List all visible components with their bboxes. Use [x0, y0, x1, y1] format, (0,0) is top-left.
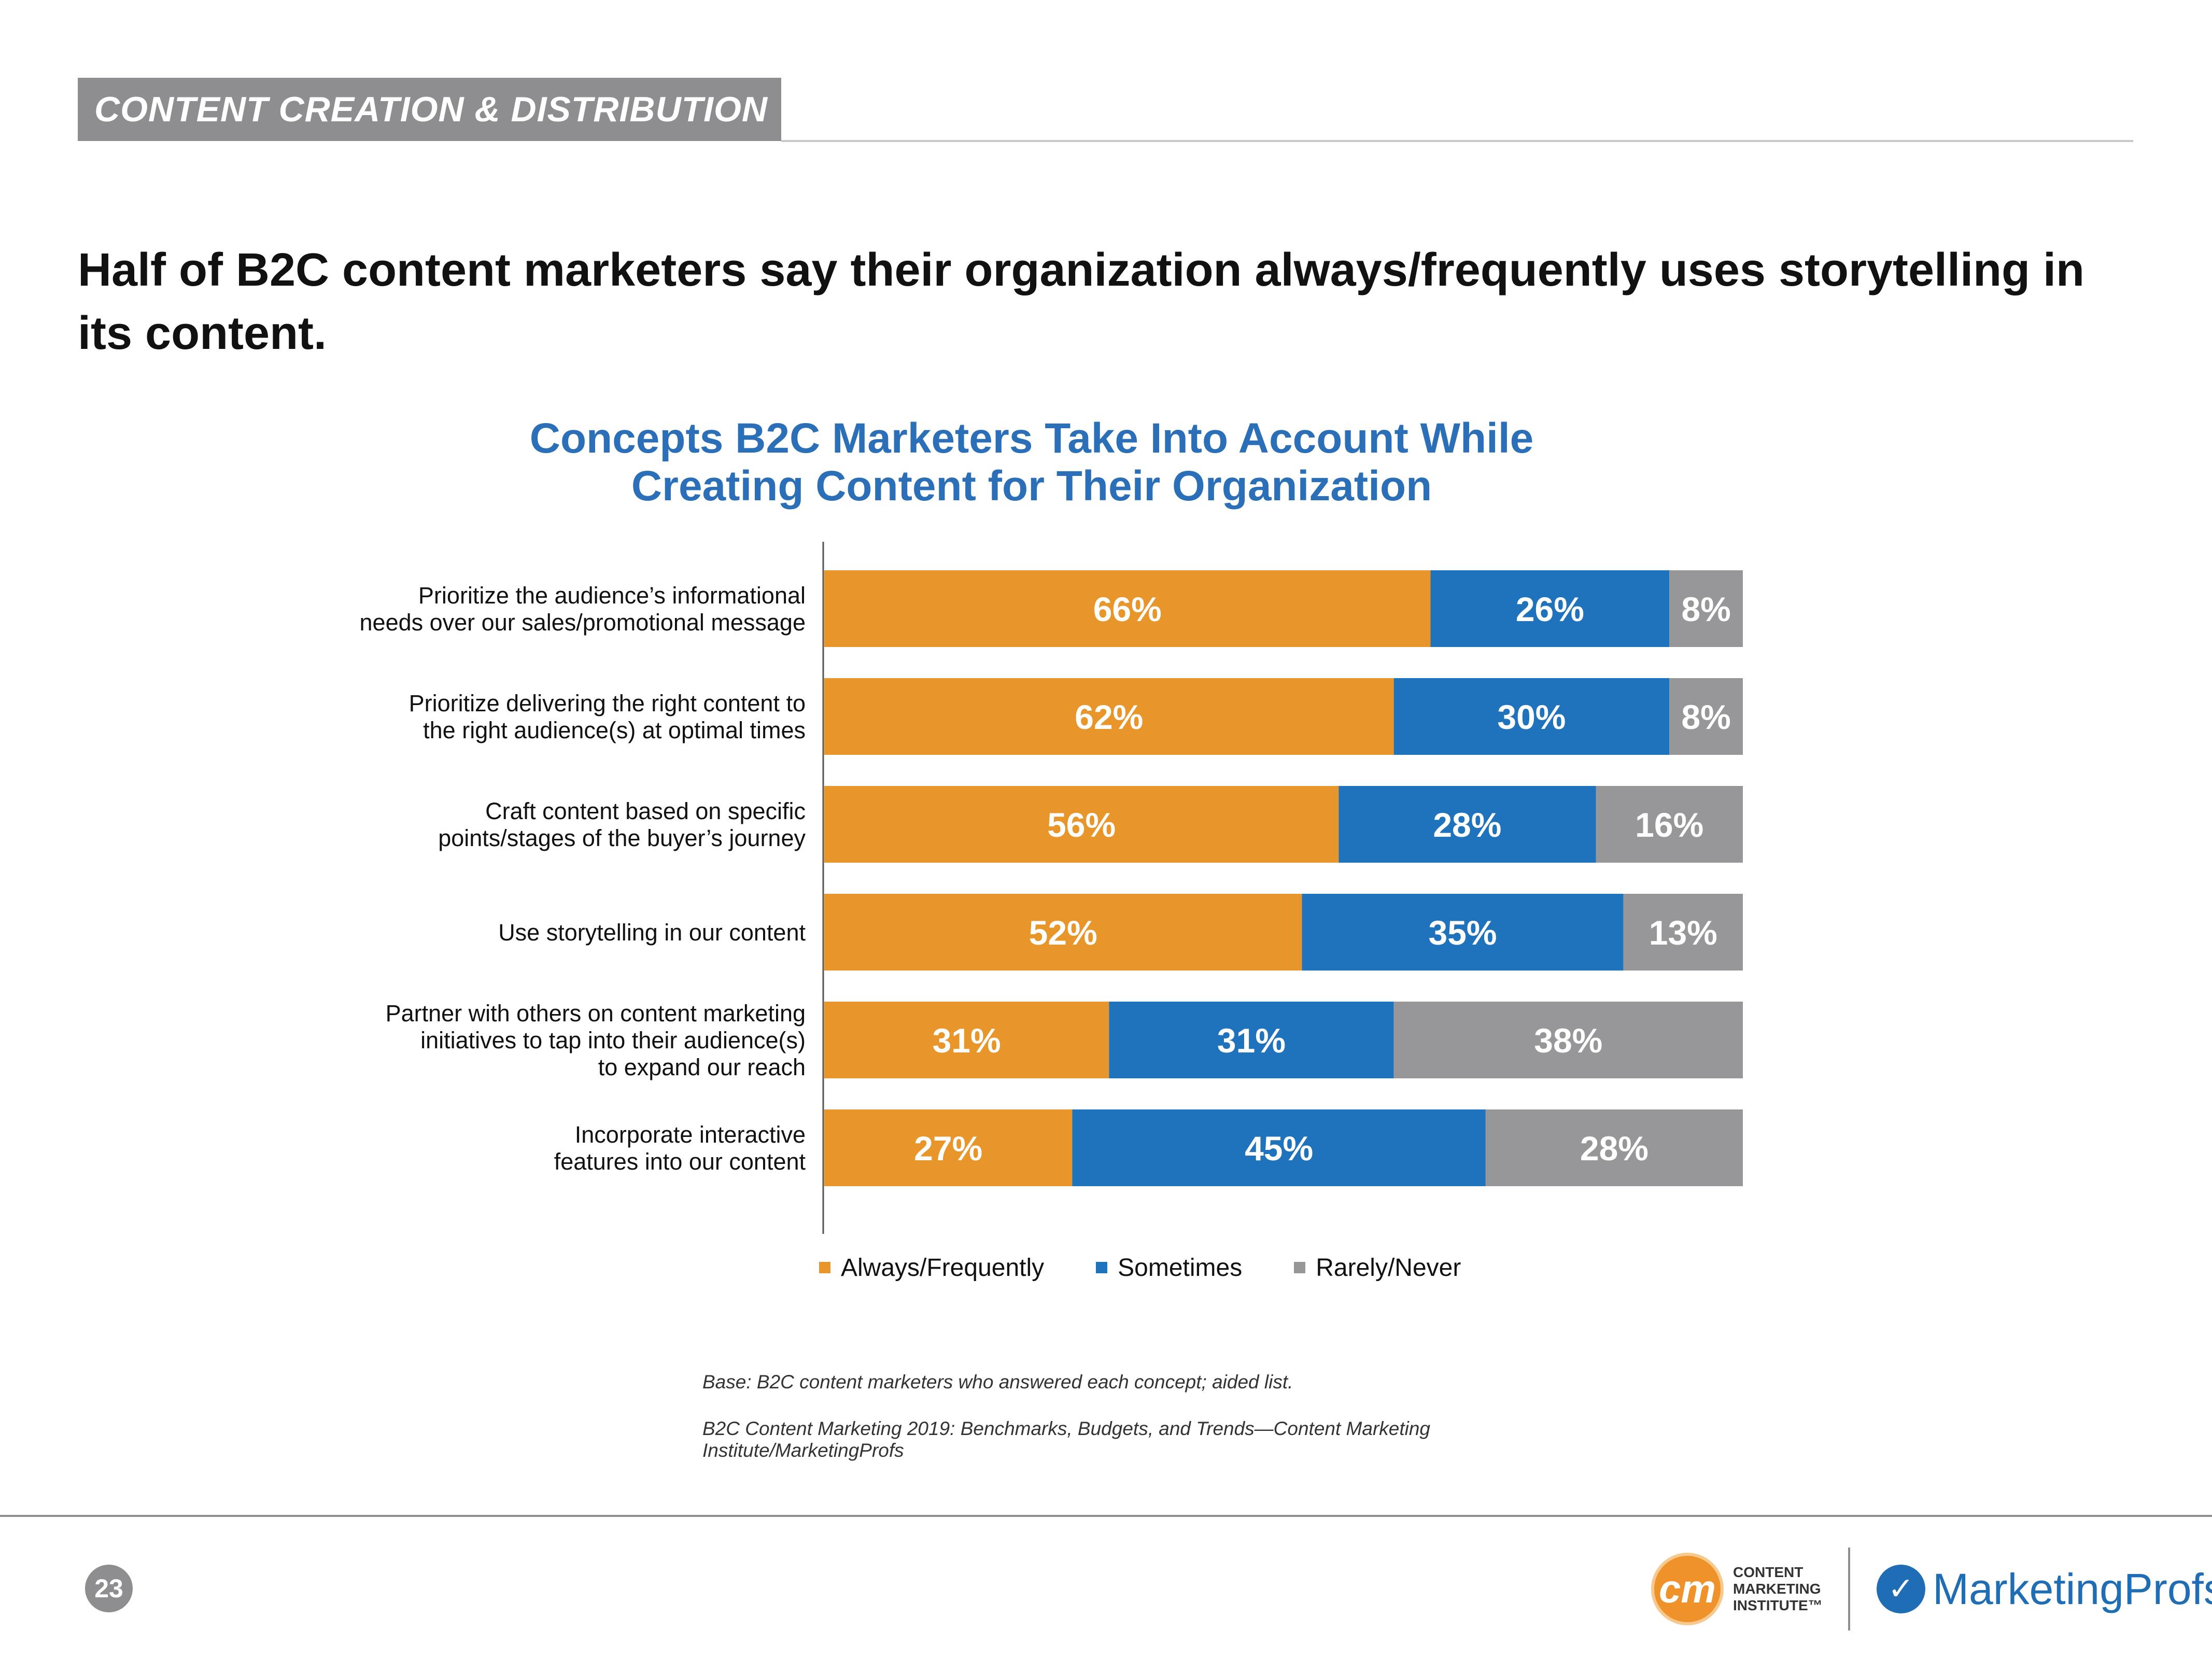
cmi-logo-icon: cm — [1651, 1553, 1724, 1625]
category-label-line: needs over our sales/promotional message — [360, 609, 806, 636]
bar-value-label: 16% — [1635, 806, 1703, 844]
bar-value-label: 31% — [933, 1021, 1001, 1060]
chart-legend: Always/Frequently Sometimes Rarely/Never — [819, 1249, 1513, 1286]
legend-label-sometimes: Sometimes — [1118, 1254, 1243, 1282]
category-label-line: the right audience(s) at optimal times — [423, 717, 806, 743]
bar-segment — [1430, 570, 1670, 647]
bar-segment — [824, 786, 1339, 863]
category-label-line: Use storytelling in our content — [498, 919, 806, 946]
bar-segment — [1669, 678, 1743, 755]
section-title: CONTENT CREATION & DISTRIBUTION — [94, 90, 768, 129]
category-label: Incorporate interactive features into our… — [554, 1121, 806, 1175]
category-label-line: Craft content based on specific — [485, 798, 806, 824]
category-label-line: Prioritize the audience’s informational — [418, 582, 806, 609]
legend-label-always-frequently: Always/Frequently — [841, 1254, 1045, 1282]
legend-label-rarely-never: Rarely/Never — [1316, 1254, 1461, 1282]
cmi-logo-mark: cm — [1659, 1567, 1716, 1611]
page-number: 23 — [85, 1565, 133, 1612]
bar-value-label: 8% — [1681, 590, 1730, 628]
bar-value-label: 26% — [1516, 590, 1584, 628]
category-label-line: initiatives to tap into their audience(s… — [420, 1027, 806, 1053]
category-label: Use storytelling in our content — [498, 919, 806, 946]
category-label: Prioritize the audience’s informational n… — [360, 582, 806, 636]
bar-value-label: 27% — [914, 1129, 982, 1168]
category-label: Partner with others on content marketing… — [386, 1000, 806, 1080]
bar-segment — [1302, 894, 1624, 971]
category-label: Prioritize delivering the right content … — [409, 690, 806, 743]
legend-swatch-rarely-never — [1294, 1262, 1306, 1273]
bar-value-label: 13% — [1649, 913, 1717, 952]
category-label-line: Incorporate interactive — [575, 1121, 806, 1148]
bar-segment — [1072, 1109, 1486, 1186]
bar-segment — [824, 894, 1302, 971]
bar-value-label: 52% — [1029, 913, 1097, 952]
chart-notes: Base: B2C content marketers who answered… — [702, 1371, 1636, 1486]
logo-divider — [1848, 1548, 1850, 1630]
cmi-logo: cm CONTENT MARKETING INSTITUTE™ — [1651, 1550, 1823, 1628]
category-label-line: features into our content — [554, 1148, 806, 1175]
source-note: B2C Content Marketing 2019: Benchmarks, … — [702, 1418, 1430, 1461]
base-note: Base: B2C content marketers who answered… — [702, 1371, 1293, 1393]
chart-title-line-1: Concepts B2C Marketers Take Into Account… — [529, 415, 1534, 462]
bar-segment — [824, 678, 1394, 755]
bar-value-label: 56% — [1047, 806, 1116, 844]
category-label-line: points/stages of the buyer’s journey — [438, 825, 806, 851]
bar-value-label: 38% — [1534, 1021, 1602, 1060]
category-label: Craft content based on specific points/st… — [438, 798, 806, 851]
bar-segment — [824, 1109, 1073, 1186]
legend-item-rarely-never: Rarely/Never — [1294, 1254, 1461, 1282]
bar-value-label: 62% — [1075, 698, 1143, 736]
section-tab: CONTENT CREATION & DISTRIBUTION — [78, 78, 781, 141]
bar-segment — [1596, 786, 1743, 863]
bar-segment — [1393, 1002, 1743, 1078]
category-label-line: Prioritize delivering the right content … — [409, 690, 806, 716]
marketingprofs-logo-text: MarketingProfs — [1933, 1564, 2212, 1613]
bar-segment — [1485, 1109, 1743, 1186]
chart-title-line-2: Creating Content for Their Organization — [631, 462, 1432, 510]
bar-value-label: 35% — [1428, 913, 1497, 952]
bar-segment — [1669, 570, 1743, 647]
bar-segment — [824, 1002, 1109, 1078]
bar-value-label: 66% — [1093, 590, 1162, 628]
page-headline: Half of B2C content marketers say their … — [78, 244, 2085, 359]
bar-segment — [1623, 894, 1743, 971]
cmi-logo-line-2: MARKETING — [1733, 1581, 1821, 1597]
legend-swatch-always-frequently — [819, 1262, 830, 1273]
cmi-logo-text: CONTENT MARKETING INSTITUTE™ — [1733, 1564, 1823, 1614]
chart-title: Concepts B2C Marketers Take Into Account… — [467, 415, 1597, 510]
bar-segment — [824, 570, 1431, 647]
bar-value-label: 45% — [1245, 1129, 1313, 1168]
cmi-logo-line-3: INSTITUTE™ — [1733, 1597, 1823, 1613]
bar-segment — [1109, 1002, 1394, 1078]
bar-segment — [1339, 786, 1596, 863]
header-divider — [781, 140, 2133, 142]
legend-item-sometimes: Sometimes — [1096, 1254, 1242, 1282]
legend-item-always-frequently: Always/Frequently — [819, 1254, 1044, 1282]
footer-divider — [0, 1515, 2212, 1517]
cmi-logo-line-1: CONTENT — [1733, 1564, 1804, 1580]
bar-value-label: 31% — [1217, 1021, 1286, 1060]
marketingprofs-logo-icon: ✓ — [1877, 1565, 1925, 1613]
bar-value-label: 28% — [1580, 1129, 1649, 1168]
marketingprofs-logo: ✓ MarketingProfs — [1877, 1560, 2212, 1618]
bar-value-label: 8% — [1681, 698, 1730, 736]
legend-swatch-sometimes — [1096, 1262, 1108, 1273]
bar-segment — [1393, 678, 1670, 755]
page-number-text: 23 — [94, 1574, 123, 1603]
bar-value-label: 30% — [1497, 698, 1566, 736]
category-label-line: to expand our reach — [598, 1054, 806, 1080]
bar-value-label: 28% — [1433, 806, 1501, 844]
category-label-line: Partner with others on content marketing — [386, 1000, 806, 1027]
